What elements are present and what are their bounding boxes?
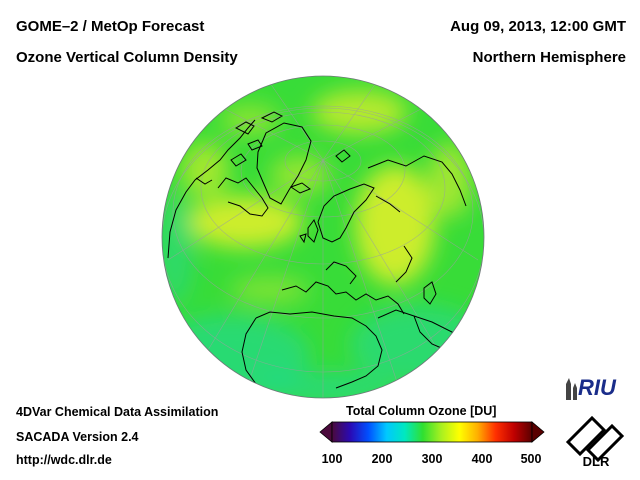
europe-coast <box>281 261 405 315</box>
product-title: GOME–2 / MetOp Forecast <box>16 18 205 35</box>
colorbar-tick: 100 <box>321 452 343 466</box>
dlr-logo-text: DLR <box>583 454 610 468</box>
riu-logo-text: RIU <box>578 375 617 400</box>
colorbar <box>319 421 545 443</box>
riu-logo: RIU <box>566 375 617 400</box>
colorbar-tick: 400 <box>471 452 493 466</box>
region-label: Northern Hemisphere <box>472 49 626 66</box>
method-label: 4DVar Chemical Data Assimilation <box>16 405 219 419</box>
greenland-coast <box>256 122 312 205</box>
version-label: SACADA Version 2.4 <box>16 430 139 444</box>
source-url[interactable]: http://wdc.dlr.de <box>16 453 112 467</box>
colorbar-title: Total Column Ozone [DU] <box>346 404 497 418</box>
iceland-coast <box>289 182 312 194</box>
colorbar-tick: 500 <box>520 452 542 466</box>
svalbard-coast <box>335 149 351 163</box>
dlr-logo: DLR <box>565 415 625 468</box>
forecast-datetime: Aug 09, 2013, 12:00 GMT <box>450 18 626 35</box>
colorbar-low-arrow <box>319 421 333 443</box>
colorbar-high-arrow <box>531 421 545 443</box>
british-isles-coast <box>299 218 319 244</box>
coastlines <box>167 111 467 389</box>
arctic-islands <box>230 111 284 167</box>
caspian-coast <box>423 281 437 305</box>
eurasia-coast <box>367 155 467 283</box>
africa-coast <box>241 311 383 389</box>
colorbar-tick: 300 <box>421 452 443 466</box>
scandinavia-coast <box>317 183 375 243</box>
ozone-globe-map <box>161 75 485 399</box>
north-america-coast <box>167 119 269 259</box>
colorbar-gradient <box>331 421 533 443</box>
quantity-title: Ozone Vertical Column Density <box>16 49 238 66</box>
colorbar-tick: 200 <box>371 452 393 466</box>
